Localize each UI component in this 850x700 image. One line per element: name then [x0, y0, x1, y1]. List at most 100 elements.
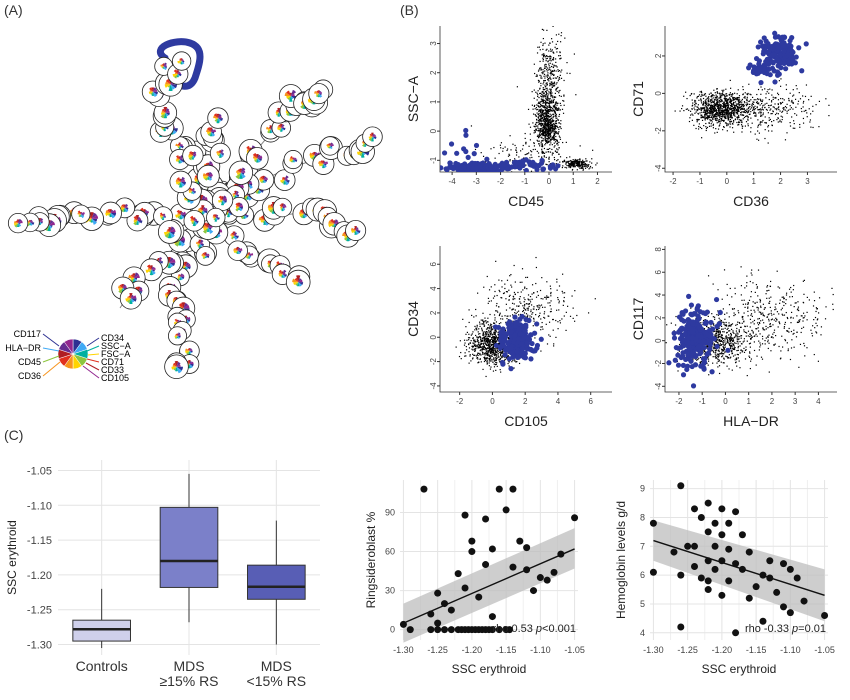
event-dot	[555, 101, 557, 103]
event-dot	[554, 65, 556, 67]
tree-node-slice	[165, 78, 171, 85]
event-dot	[538, 120, 540, 122]
event-dot	[577, 163, 579, 165]
event-dot	[556, 125, 558, 127]
event-dot	[715, 119, 717, 121]
event-dot	[545, 121, 547, 123]
event-dot	[719, 95, 721, 97]
event-dot	[544, 79, 546, 82]
event-dot	[689, 94, 691, 97]
tree-node-slice	[177, 332, 181, 336]
event-dot	[552, 152, 554, 154]
tree-node-slice	[267, 129, 271, 132]
event-dot	[550, 91, 552, 93]
event-dot	[536, 109, 538, 111]
event-dot	[718, 120, 720, 122]
event-dot	[754, 133, 756, 135]
event-dot	[555, 106, 557, 108]
event-dot	[726, 123, 728, 125]
event-dot	[551, 49, 553, 51]
event-dot	[551, 70, 553, 73]
event-dot	[725, 93, 728, 95]
event-dot	[549, 144, 551, 146]
event-dot	[732, 104, 734, 106]
tree-node-slice	[124, 206, 128, 208]
event-dot	[710, 113, 712, 115]
event-dot	[591, 167, 593, 169]
event-dot	[582, 168, 585, 170]
tree-node-slice	[203, 176, 209, 180]
event-dot	[544, 122, 547, 124]
event-dot	[764, 88, 766, 90]
event-dot	[553, 98, 555, 101]
tree-node-slice	[280, 206, 283, 208]
tree-node-slice	[137, 220, 141, 224]
event-dot	[710, 106, 713, 108]
event-dot	[542, 57, 544, 59]
event-dot	[553, 158, 556, 161]
tree-node-slice	[177, 143, 180, 147]
event-dot	[556, 117, 558, 119]
event-dot	[526, 153, 529, 155]
tree-node-slice	[278, 127, 282, 131]
tree-node-slice	[163, 62, 167, 67]
tree-node-slice	[167, 228, 170, 232]
event-dot	[735, 97, 737, 100]
tree-node-slice	[208, 173, 213, 177]
event-dot	[514, 158, 516, 160]
event-dot	[789, 125, 792, 127]
tree-node-slice	[281, 176, 285, 181]
tree-node-slice	[247, 253, 250, 256]
event-dot	[727, 105, 729, 107]
event-dot	[568, 164, 571, 166]
event-dot	[722, 113, 724, 115]
event-dot	[538, 123, 541, 125]
event-dot	[828, 114, 830, 117]
event-dot	[713, 114, 715, 116]
legend-label-cd33: CD33	[101, 365, 124, 375]
event-dot	[753, 107, 755, 109]
event-dot	[589, 167, 591, 169]
tree-node-slice	[227, 212, 230, 218]
event-dot	[549, 77, 551, 80]
tree-node-slice	[160, 64, 164, 67]
tree-node-slice	[152, 89, 158, 92]
event-dot	[552, 59, 554, 61]
event-dot	[700, 100, 702, 102]
event-dot	[700, 108, 702, 110]
event-dot	[555, 135, 557, 138]
event-dot	[547, 126, 549, 128]
event-dot	[762, 113, 764, 116]
tree-node-slice	[189, 360, 193, 365]
event-dot	[781, 101, 784, 103]
event-dot	[556, 139, 558, 141]
tree-node-slice	[185, 266, 189, 270]
event-dot	[553, 106, 555, 108]
event-dot	[541, 72, 543, 74]
tree-node-slice	[343, 236, 348, 241]
event-dot	[733, 110, 735, 112]
event-dot	[783, 99, 785, 101]
tree-node-slice	[179, 146, 184, 149]
event-dot	[550, 58, 552, 60]
event-dot	[547, 120, 549, 122]
tree-node-slice	[199, 243, 203, 248]
event-dot	[755, 115, 757, 117]
tree-node-slice	[189, 187, 193, 192]
event-dot	[558, 115, 560, 117]
event-dot	[716, 115, 718, 117]
event-dot	[550, 71, 552, 73]
tree-node-slice	[175, 334, 178, 336]
tree-node-slice	[198, 207, 203, 211]
event-dot	[735, 111, 737, 113]
event-dot	[727, 113, 729, 115]
event-dot	[553, 124, 556, 126]
event-dot	[696, 106, 698, 108]
event-dot	[737, 107, 739, 109]
event-dot	[743, 101, 746, 103]
tree-node-slice	[372, 133, 375, 137]
event-dot	[571, 160, 573, 163]
event-dot	[707, 109, 709, 111]
tree-node-slice	[259, 179, 264, 183]
event-dot	[534, 131, 536, 133]
